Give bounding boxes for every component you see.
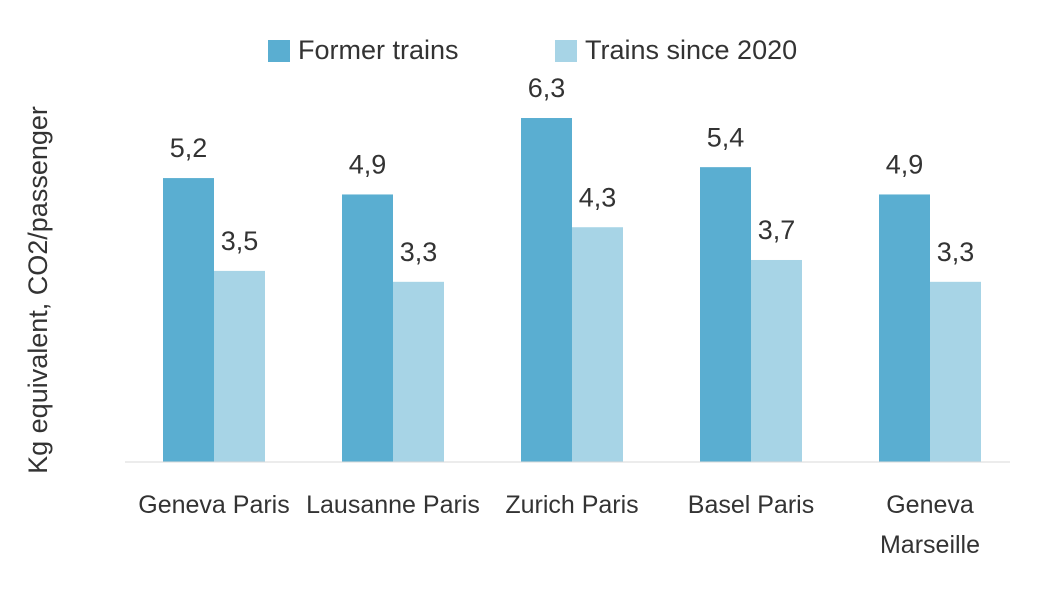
bar (342, 194, 393, 462)
value-label: 4,9 (349, 150, 387, 180)
y-axis-label: Kg equivalent, CO2/passenger (23, 106, 53, 474)
value-label: 3,3 (400, 237, 438, 267)
bar (751, 259, 802, 462)
legend-swatch (555, 40, 577, 62)
value-label: 5,2 (170, 133, 208, 163)
bar (700, 167, 751, 462)
value-label: 3,7 (758, 215, 796, 245)
legend-label: Former trains (298, 35, 459, 65)
bar (521, 118, 572, 463)
bar (393, 281, 444, 462)
value-label: 3,5 (221, 226, 259, 256)
bar (572, 227, 623, 462)
value-label: 5,4 (707, 122, 745, 152)
x-tick-label: Geneva Marseille (879, 491, 981, 559)
bar (163, 178, 214, 462)
legend-label: Trains since 2020 (585, 35, 797, 65)
x-tick-label: Zurich Paris (505, 491, 639, 519)
x-tick-label: Geneva Paris (138, 491, 290, 519)
x-tick-label: Lausanne Paris (306, 491, 480, 519)
bar (930, 281, 981, 462)
value-label: 4,3 (579, 182, 617, 212)
x-tick-label: Basel Paris (687, 491, 815, 519)
legend-swatch (268, 40, 290, 62)
value-label: 3,3 (937, 237, 975, 267)
bar (214, 270, 265, 462)
value-label: 6,3 (528, 73, 566, 103)
value-label: 4,9 (886, 150, 924, 180)
bar (879, 194, 930, 462)
